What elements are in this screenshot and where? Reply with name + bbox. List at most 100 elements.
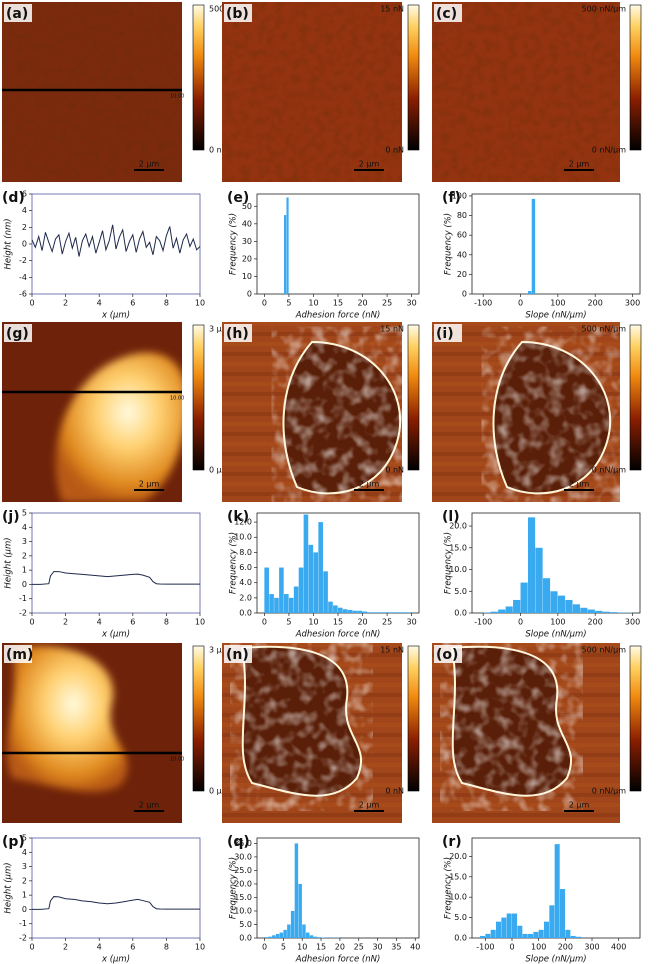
histogram-bar xyxy=(274,597,279,613)
x-tick-label: 0 xyxy=(262,618,267,627)
histogram-bar xyxy=(554,844,560,938)
colorbar xyxy=(407,645,420,792)
y-tick-label: 2.0 xyxy=(239,593,252,602)
histogram-bar xyxy=(576,936,582,938)
x-tick-label: 25 xyxy=(382,299,392,308)
panel-letter: (i) xyxy=(436,326,454,342)
panel-letter: (j) xyxy=(2,509,20,525)
panel-letter: (h) xyxy=(226,326,249,342)
histogram-bar xyxy=(531,198,536,294)
scale-text: 2 µm xyxy=(359,801,380,810)
y-tick-label: 0 xyxy=(22,240,27,249)
x-tick-label: 10 xyxy=(297,943,307,952)
x-tick-label: 200 xyxy=(588,299,603,308)
histogram-bar xyxy=(406,612,412,613)
afm-image: 2 µm (i) 500 nN/µm 0 nN/µm xyxy=(432,322,642,502)
panel-letter: (g) xyxy=(6,326,29,342)
x-tick-label: 300 xyxy=(625,299,640,308)
histogram-bar xyxy=(328,601,333,613)
image-body xyxy=(2,322,182,502)
y-tick-label: -2 xyxy=(19,256,27,265)
y-tick-label: 20.0 xyxy=(449,522,467,531)
panel-letter: (k) xyxy=(227,509,249,525)
x-tick-label: 15 xyxy=(333,299,343,308)
x-tick-label: 6 xyxy=(130,299,135,308)
histogram-bar xyxy=(480,935,486,938)
colorbar-top: 3 µm xyxy=(209,325,230,334)
histogram-bar xyxy=(372,612,377,613)
colorbar-top: 500 nN/µm xyxy=(582,646,627,655)
y-tick-label: 25.0 xyxy=(234,866,252,875)
x-tick-label: 200 xyxy=(588,618,603,627)
chart: -100 0 100 200 300 0.0 5.0 10.0 15.0 20.0 Slope (n… xyxy=(442,509,641,640)
y-tick-label: 6.0 xyxy=(239,563,252,572)
histogram-bar xyxy=(377,612,382,613)
panel-letter: (e) xyxy=(227,190,249,206)
y-tick-label: -4 xyxy=(19,273,27,282)
afm-image: 2 µm (b) 15 nN 0 nN xyxy=(222,2,420,182)
y-tick-label: 0.0 xyxy=(239,609,252,618)
scale-text: 2 µm xyxy=(139,480,160,489)
x-tick-label: 5 xyxy=(286,299,291,308)
panel-letter: (l) xyxy=(442,509,460,525)
x-tick-label: 20 xyxy=(357,299,367,308)
colorbar xyxy=(407,324,420,471)
x-tick-label: 4 xyxy=(97,618,102,627)
histogram-bar xyxy=(549,905,555,938)
y-tick-label: 15.0 xyxy=(449,872,467,881)
histogram-bar xyxy=(512,913,518,938)
afm-image: 10.002 µm(a)500 nm0 nm xyxy=(2,2,240,182)
histogram-bar xyxy=(565,599,573,613)
histogram-bar xyxy=(587,609,595,613)
x-tick-label: 0 xyxy=(29,299,34,308)
histogram-bar xyxy=(382,612,387,613)
chart: -100 0 100 200 300 400 0.0 5.0 10.0 15.0 20.0 Slope… xyxy=(442,834,641,964)
scan-streak xyxy=(222,803,402,807)
histogram-bar xyxy=(522,933,528,938)
x-tick-label: 25 xyxy=(382,618,392,627)
x-tick-label: 6 xyxy=(130,943,135,952)
histogram-bar xyxy=(496,921,502,938)
histogram-bar xyxy=(572,604,580,613)
scan-streak xyxy=(222,643,402,647)
histogram-bar xyxy=(338,607,343,613)
histogram-bar xyxy=(505,606,513,613)
y-tick-label: 2 xyxy=(22,223,27,232)
panel-letter: (f) xyxy=(442,190,461,206)
afm-image: 2 µm (o) 500 nN/µm 0 nN/µm xyxy=(432,643,642,823)
x-tick-label: 0 xyxy=(262,943,267,952)
scan-streak xyxy=(222,492,402,496)
histogram-bar xyxy=(275,933,280,938)
histogram-bar xyxy=(298,567,304,613)
image-noise xyxy=(222,2,402,182)
y-tick-label: 0 xyxy=(22,580,27,589)
y-axis-label: Frequency (%) xyxy=(229,213,239,275)
histogram-bar xyxy=(298,883,302,938)
chart: 0 5 10 15 20 25 30 35 40 0.0 5.0 10.0 15.0 20.0 25.0 30… xyxy=(227,834,420,964)
y-tick-label: 2 xyxy=(22,876,27,885)
histogram-bar xyxy=(309,935,314,938)
histogram-bar xyxy=(269,594,274,613)
colorbar xyxy=(192,645,205,792)
y-tick-label: 20.0 xyxy=(449,852,467,861)
plot-frame xyxy=(31,512,201,614)
plot-frame xyxy=(471,193,641,295)
x-tick-label: 25 xyxy=(354,943,364,952)
histogram-bar xyxy=(284,594,289,613)
afm-image: 10.00 2 µm (m) 3 µm 0 µm xyxy=(2,643,230,823)
histogram-bar xyxy=(352,610,358,613)
y-tick-label: 0 xyxy=(22,905,27,914)
profile-line xyxy=(32,896,200,910)
x-tick-label: 35 xyxy=(391,943,401,952)
x-tick-label: 10 xyxy=(308,618,318,627)
histogram-bar xyxy=(362,611,368,613)
scan-streak xyxy=(432,803,620,807)
particle-texture xyxy=(452,646,572,796)
scale-text: 2 µm xyxy=(359,480,380,489)
y-axis-label: Height (µm) xyxy=(4,537,14,588)
histogram-bar xyxy=(293,586,299,613)
histogram-bar xyxy=(550,591,558,613)
y-tick-label: 4 xyxy=(22,523,27,532)
x-axis-label: Adhesion force (nN) xyxy=(295,311,381,321)
